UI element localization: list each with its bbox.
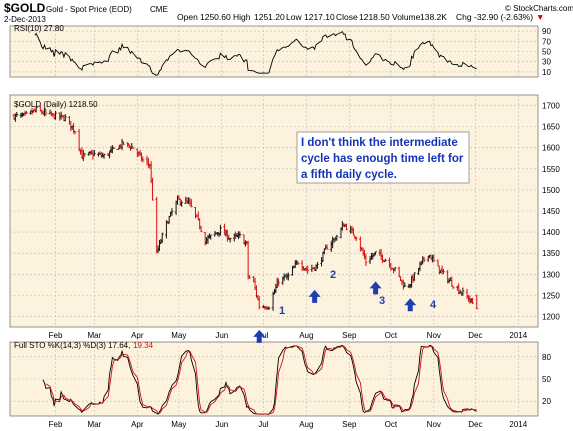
price-x-tick-label: Aug [299,331,313,340]
price-x-tick-label: Nov [427,331,441,340]
chart-panels [9,25,539,417]
price-x-tick-label: Apr [131,331,144,340]
rsi-y-tick-label: 90 [542,27,551,36]
rsi-y-tick-label: 10 [542,68,551,77]
stockcharts-watermark: © StockCharts.com [505,4,573,13]
sto-x-tick-label: May [171,420,186,429]
sto-x-tick-label: Mar [87,420,101,429]
price-y-tick-label: 1700 [542,102,560,111]
change-label: Chg [456,12,472,22]
price-y-tick-label: 1450 [542,207,560,216]
high-label: High [233,12,251,22]
cycle-low-arrow-icon [369,281,382,295]
cycle-low-arrow-icon [404,298,417,312]
change-down-icon: ▼ [536,12,544,22]
cycle-label-3: 3 [379,295,385,307]
sto-d-line [45,345,477,415]
sto-x-tick-label: Dec [468,420,482,429]
chart-date: 2-Dec-2013 [4,15,46,24]
annotation-box: I don't think the intermediate cycle has… [296,131,470,184]
cycle-label-1: 1 [279,305,285,317]
rsi-line [34,31,477,76]
sto-y-tick-label: 50 [542,375,551,384]
price-y-tick-label: 1350 [542,249,560,258]
sto-x-tick-label: Sep [342,420,357,429]
sto-x-tick-label: Oct [385,420,398,429]
cycle-label-2: 2 [330,269,336,281]
sto-x-tick-label: Nov [427,420,441,429]
cycle-low-arrow-icon [253,329,266,343]
open-label: Open [177,12,198,22]
sto-x-tick-label: Aug [299,420,313,429]
high-value: 1251.20 [254,12,285,22]
price-x-tick-label: Dec [468,331,482,340]
sto-x-tick-label: Jun [215,420,228,429]
annotation-line-3: a fifth daily cycle. [301,169,397,181]
cycle-label-4: 4 [430,299,437,311]
price-y-tick-label: 1500 [542,186,560,195]
price-x-tick-label: Feb [49,331,63,340]
annotation-line-1: I don't think the intermediate [301,137,458,149]
price-panel-label: $GOLD (Daily) 1218.50 [14,100,98,109]
low-value: 1217.10 [304,12,335,22]
rsi-panel-label: RSI(10) 27.80 [14,24,64,33]
sto-panel-label: Full STO %K(14,3) %D(3) 17.64, [14,341,130,350]
price-x-tick-label: Sep [342,331,357,340]
symbol-title: $GOLD [4,1,46,15]
price-y-tick-label: 1650 [542,123,560,132]
price-x-tick-label: Oct [385,331,398,340]
price-y-tick-label: 1600 [542,144,560,153]
sto-x-tick-label: Apr [131,420,144,429]
price-x-tick-label: Jun [215,331,228,340]
open-value: 1250.60 [200,12,231,22]
volume-label: Volume [392,12,421,22]
sto-x-tick-label: Jul [258,420,268,429]
rsi-y-tick-label: 70 [542,37,551,46]
price-bars [12,104,479,311]
rsi-y-tick-label: 30 [542,58,551,67]
close-label: Close [336,12,358,22]
volume-value: 138.2K [420,12,447,22]
price-y-tick-label: 1300 [542,270,560,279]
sto-y-tick-label: 80 [542,353,551,362]
change-value: -32.90 (-2.63%) [474,12,533,22]
price-x-tick-label: 2014 [509,331,527,340]
annotation-line-2: cycle has enough time left for [301,153,464,165]
exchange-label: CME [150,5,168,14]
price-y-tick-label: 1200 [542,312,560,321]
cycle-low-arrow-icon [308,289,321,303]
price-y-tick-label: 1250 [542,291,560,300]
sto-y-tick-label: 20 [542,397,551,406]
rsi-y-tick-label: 50 [542,48,551,57]
price-y-tick-label: 1550 [542,165,560,174]
sto-x-tick-label: Feb [49,420,63,429]
price-x-tick-label: May [171,331,186,340]
price-x-tick-label: Mar [87,331,101,340]
low-label: Low [286,12,302,22]
sto-d-value: 19.34 [133,341,154,350]
close-value: 1218.50 [359,12,390,22]
instrument-name: Gold - Spot Price (EOD) [46,5,132,14]
sto-x-tick-label: 2014 [509,420,527,429]
price-y-tick-label: 1400 [542,228,560,237]
annotation-box-bg [296,131,470,184]
